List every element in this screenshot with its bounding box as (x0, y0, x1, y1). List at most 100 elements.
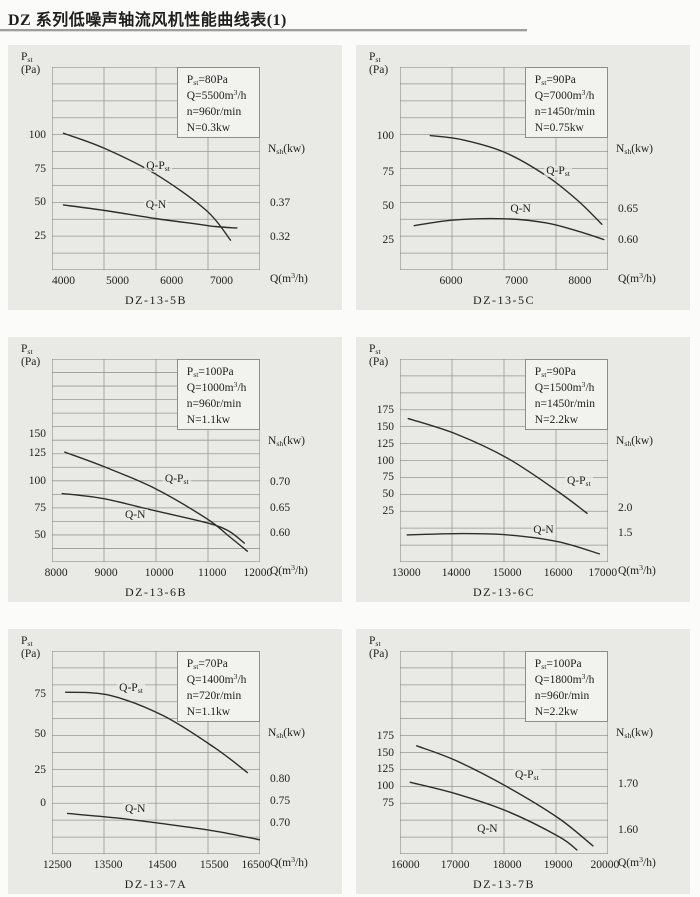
right-tick: 0.80 (270, 772, 291, 785)
spec-line: n=960r/min (186, 106, 242, 118)
right-tick: 0.70 (270, 475, 291, 488)
right-tick: 0.65 (270, 502, 291, 515)
curve-q-pst (408, 419, 587, 514)
y-tick: 50 (34, 529, 47, 541)
spec-box: Pst=100Pa Q=1000m3/h n=960r/min N=1.1kw (176, 359, 260, 431)
curve-label-q-pst: Q-Pst (117, 681, 145, 695)
curve-label-q-n: Q-N (143, 199, 169, 212)
y-tick: 150 (376, 420, 394, 433)
spec-line: Pst=100Pa (186, 366, 234, 379)
curve-label-q-n: Q-N (531, 523, 556, 536)
spec-line: n=720r/min (186, 690, 242, 702)
y-tick: 175 (376, 403, 394, 416)
x-tick: 14500 (147, 859, 177, 871)
y-axis-label: Pst (Pa) (369, 635, 389, 660)
y-tick: 100 (28, 128, 46, 141)
right-tick: 1.60 (618, 823, 639, 836)
curve-label-q-n: Q-N (122, 509, 148, 522)
x-axis-unit: Q(m3/h) (270, 563, 308, 577)
plot-area: Pst=90Pa Q=1500m3/h n=1450r/min N=2.2kw Q-Ps… (400, 359, 608, 562)
right-tick: 0.32 (270, 230, 291, 243)
y-axis-label: Pst (Pa) (21, 51, 41, 76)
y-tick: 75 (34, 162, 47, 175)
y-tick: 25 (34, 230, 47, 243)
chart-title: DZ-13-6B (125, 585, 187, 599)
curve-q-pst (66, 692, 248, 772)
x-tick: 16500 (241, 859, 271, 871)
chart-title: DZ-13-7A (124, 877, 188, 891)
plot-grid (52, 651, 260, 854)
right-tick: 0.65 (618, 203, 639, 216)
right-tick: 0.60 (618, 233, 639, 246)
chart-title: DZ-13-6C (473, 585, 535, 599)
x-axis-unit: Q(m3/h) (270, 271, 308, 285)
x-tick: 12500 (42, 859, 72, 871)
spec-line: N=0.75kw (534, 122, 584, 134)
spec-line: Q=5500m3/h (186, 88, 247, 102)
y-tick: 100 (376, 129, 394, 142)
x-axis-unit: Q(m3/h) (618, 563, 656, 577)
chart-panel-dz-13-5b: Pst (Pa) Pst=80Pa Q=5500m3/h n=960r/min N=0.3… (8, 45, 342, 310)
spec-line: n=960r/min (534, 690, 590, 702)
spec-box: Pst=90Pa Q=7000m3/h n=1450r/min N=0.75kw (524, 67, 608, 139)
spec-line: N=0.3kw (186, 122, 231, 134)
curve-q-n (407, 534, 599, 554)
x-tick: 17000 (588, 567, 618, 579)
chart-panel-dz-13-6b: Pst (Pa) Pst=100Pa Q=1000m3/h n=960r/min N=1.… (8, 337, 342, 602)
chart-title: DZ-13-5C (473, 293, 535, 307)
plot-area: Pst=100Pa Q=1800m3/h n=960r/min N=2.2kw Q-Ps… (400, 651, 608, 854)
spec-line: Pst=90Pa (534, 366, 576, 379)
x-tick: 7000 (210, 275, 234, 287)
y-tick: 50 (382, 488, 395, 501)
x-tick: 17000 (440, 859, 470, 871)
y-tick: 100 (376, 780, 394, 793)
x-tick: 8000 (568, 275, 592, 287)
spec-line: Pst=100Pa (534, 658, 582, 671)
x-tick: 5000 (106, 275, 130, 287)
spec-line: n=1450r/min (534, 398, 595, 410)
right-axis-label: Nsh(kw) (268, 727, 305, 740)
x-tick: 16000 (543, 567, 573, 579)
x-tick: 11000 (197, 567, 227, 579)
curve-q-n (414, 219, 604, 240)
x-axis-unit: Q(m3/h) (618, 855, 656, 869)
plot-area: Pst=90Pa Q=7000m3/h n=1450r/min N=0.75kw Q-P… (400, 67, 608, 270)
x-tick: 19000 (543, 859, 573, 871)
y-tick: 25 (382, 505, 395, 518)
chart-panel-dz-13-7a: Pst (Pa) Pst=70Pa Q=1400m3/h n=720r/min N=1.1… (8, 629, 342, 894)
curve-q-n (63, 205, 236, 228)
x-tick: 14000 (441, 567, 471, 579)
spec-line: n=960r/min (186, 398, 242, 410)
y-tick: 125 (376, 437, 394, 450)
curve-q-n (68, 813, 260, 839)
curve-q-n (410, 782, 577, 850)
y-tick: 150 (28, 427, 46, 440)
right-axis-label: Nsh(kw) (616, 143, 653, 156)
curve-q-n (62, 494, 244, 544)
y-tick: 125 (28, 446, 46, 459)
y-tick: 75 (382, 797, 395, 810)
plot-area: Pst=100Pa Q=1000m3/h n=960r/min N=1.1kw Q-Ps… (52, 359, 260, 562)
y-tick: 50 (34, 728, 47, 741)
x-tick: 6000 (160, 275, 184, 287)
page-header: DZ 系列低噪声轴流风机性能曲线表(1) (0, 0, 700, 32)
right-axis-label: Nsh(kw) (616, 727, 653, 740)
spec-box: Pst=100Pa Q=1800m3/h n=960r/min N=2.2kw (524, 651, 608, 723)
right-axis-label: Nsh(kw) (268, 435, 305, 448)
spec-line: N=2.2kw (534, 706, 579, 718)
y-tick: 100 (376, 454, 394, 467)
y-tick: 50 (34, 196, 47, 209)
curve-label-q-n: Q-N (122, 803, 148, 816)
curve-q-pst (417, 746, 593, 846)
curve-label-q-pst: Q-Pst (513, 768, 541, 782)
x-tick: 15500 (199, 859, 229, 871)
y-axis-label: Pst (Pa) (369, 51, 389, 76)
spec-line: Q=7000m3/h (534, 88, 595, 102)
y-tick: 75 (34, 501, 47, 514)
spec-line: Q=1000m3/h (186, 380, 247, 394)
spec-line: N=1.1kw (186, 414, 231, 426)
chart-panel-dz-13-5c: Pst (Pa) Pst=90Pa Q=7000m3/h n=1450r/min N=0.… (356, 45, 690, 310)
x-tick: 13000 (391, 567, 421, 579)
y-tick: 175 (376, 729, 394, 742)
spec-box: Pst=70Pa Q=1400m3/h n=720r/min N=1.1kw (176, 651, 260, 723)
